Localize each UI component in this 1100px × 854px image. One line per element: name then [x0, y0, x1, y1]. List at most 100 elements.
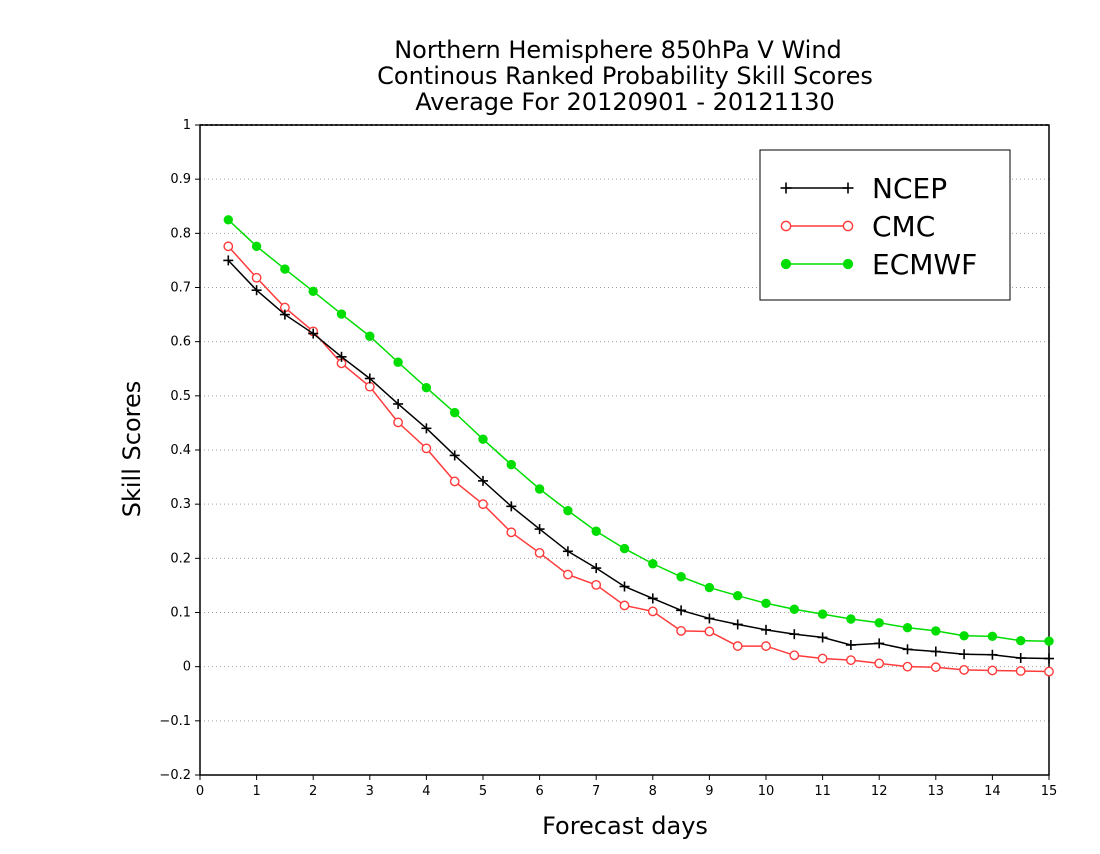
y-tick-label: 0.9: [170, 172, 191, 187]
series-ncep-point: [449, 450, 460, 461]
series-cmc-point: [676, 626, 686, 636]
x-tick-label: 14: [984, 784, 1001, 799]
series-cmc-point: [987, 665, 998, 676]
x-tick-label: 9: [705, 784, 713, 799]
series-cmc-point: [421, 443, 432, 454]
title-line-1: Northern Hemisphere 850hPa V Wind: [394, 36, 842, 64]
series-ecmwf-point: [648, 559, 658, 569]
series-ncep-point: [506, 501, 517, 512]
series-ncep-point: [364, 373, 375, 384]
series-ncep-point: [1015, 653, 1026, 663]
legend-label: ECMWF: [872, 248, 977, 281]
series-ncep: [223, 255, 1054, 664]
series-ecmwf-point: [251, 241, 262, 252]
series-cmc-point: [874, 658, 885, 669]
series-ecmwf-point: [450, 407, 460, 418]
series-ecmwf-point: [987, 631, 998, 642]
series-ecmwf-point: [1044, 636, 1054, 646]
series-ecmwf-point: [959, 631, 969, 641]
series-ecmwf-point: [761, 598, 771, 608]
y-tick-label: 0.5: [170, 389, 191, 404]
series-ecmwf-point: [902, 622, 913, 633]
title-line-3: Average For 20120901 - 20121130: [415, 88, 835, 116]
series-cmc-point: [534, 548, 545, 558]
legend-marker-end: [842, 258, 854, 270]
x-tick-label: 7: [592, 784, 600, 799]
y-tick-label: 1: [183, 118, 191, 133]
series-ncep-point: [534, 524, 545, 535]
x-tick-label: 3: [366, 784, 374, 799]
series-cmc-point: [959, 665, 969, 675]
series-cmc-point: [223, 241, 234, 252]
series-ncep-point: [421, 423, 432, 434]
series-ecmwf-line: [227, 219, 1050, 642]
y-tick-label: 0.1: [170, 606, 191, 621]
series-ncep-point: [761, 624, 771, 635]
legend-marker-start: [780, 182, 792, 194]
y-axis-label: Skill Scores: [118, 381, 146, 518]
series-cmc-point: [364, 381, 375, 392]
legend-label: NCEP: [872, 172, 947, 205]
series-cmc-point: [817, 653, 828, 664]
y-tick-label: 0.3: [170, 497, 191, 512]
series-ncep-point: [1044, 653, 1054, 664]
legend-label: CMC: [872, 210, 935, 243]
x-tick-label: 0: [196, 784, 204, 799]
series-ecmwf-point: [506, 459, 516, 470]
series-ecmwf-point: [1016, 635, 1026, 646]
y-tick-label: 0.6: [170, 335, 191, 350]
series-cmc-point: [251, 272, 262, 283]
series-ncep-point: [930, 646, 941, 657]
series-cmc-point: [393, 417, 403, 428]
series-ecmwf-point: [365, 331, 375, 341]
series-cmc-point: [647, 606, 658, 617]
series-cmc-point: [449, 476, 460, 487]
x-tick-label: 1: [252, 784, 260, 799]
axes: −0.2−0.100.10.20.30.40.50.60.70.80.910 1 2…: [159, 118, 1057, 799]
x-tick-label: 12: [871, 784, 888, 799]
series-cmc: [223, 241, 1054, 677]
x-tick-label: 10: [758, 784, 775, 799]
y-tick-label: 0.7: [170, 281, 191, 296]
series-ecmwf-point: [534, 484, 545, 494]
series-cmc-point: [732, 641, 743, 651]
y-tick-label: −0.1: [159, 714, 191, 729]
series-cmc-point: [506, 527, 517, 538]
series-ecmwf-point: [336, 309, 347, 319]
series-ncep-point: [308, 328, 319, 339]
series-ecmwf-point: [619, 543, 630, 554]
series-ecmwf-point: [931, 626, 941, 636]
x-tick-label: 11: [814, 784, 831, 799]
series-ncep-point: [336, 351, 347, 362]
series-ecmwf-point: [733, 591, 743, 601]
x-tick-label: 5: [479, 784, 487, 799]
legend-marker-start: [780, 258, 792, 270]
series-cmc-point: [846, 655, 856, 666]
series-ncep-point: [478, 475, 488, 486]
x-tick-label: 13: [928, 784, 945, 799]
series-cmc-point: [930, 662, 941, 673]
chart-title: Northern Hemisphere 850hPa V Wind Contin…: [377, 36, 873, 116]
series-cmc-point: [902, 661, 913, 672]
series-ncep-point: [987, 649, 998, 660]
series-cmc-point: [563, 569, 573, 580]
series-ecmwf-point: [393, 357, 403, 367]
series-ncep-point: [562, 546, 573, 557]
series-ncep-point: [279, 309, 290, 320]
series-ecmwf-point: [308, 286, 318, 296]
series-ncep-point: [251, 285, 262, 296]
title-line-2: Continous Ranked Probability Skill Score…: [377, 62, 873, 90]
series-ecmwf-point: [704, 582, 715, 593]
legend-entry-ecmwf: ECMWF: [780, 248, 977, 281]
series-ncep-point: [223, 255, 234, 266]
series-cmc-line: [227, 245, 1050, 673]
series-ecmwf-point: [223, 215, 234, 225]
legend: NCEP CMC ECMWF: [759, 149, 1011, 301]
series-cmc-point: [761, 641, 771, 651]
series-cmc-point: [478, 499, 488, 510]
x-axis-label: Forecast days: [542, 812, 708, 840]
series-ncep-point: [732, 619, 743, 630]
series-ncep-line: [227, 259, 1050, 660]
legend-entry-ncep: NCEP: [780, 172, 947, 205]
